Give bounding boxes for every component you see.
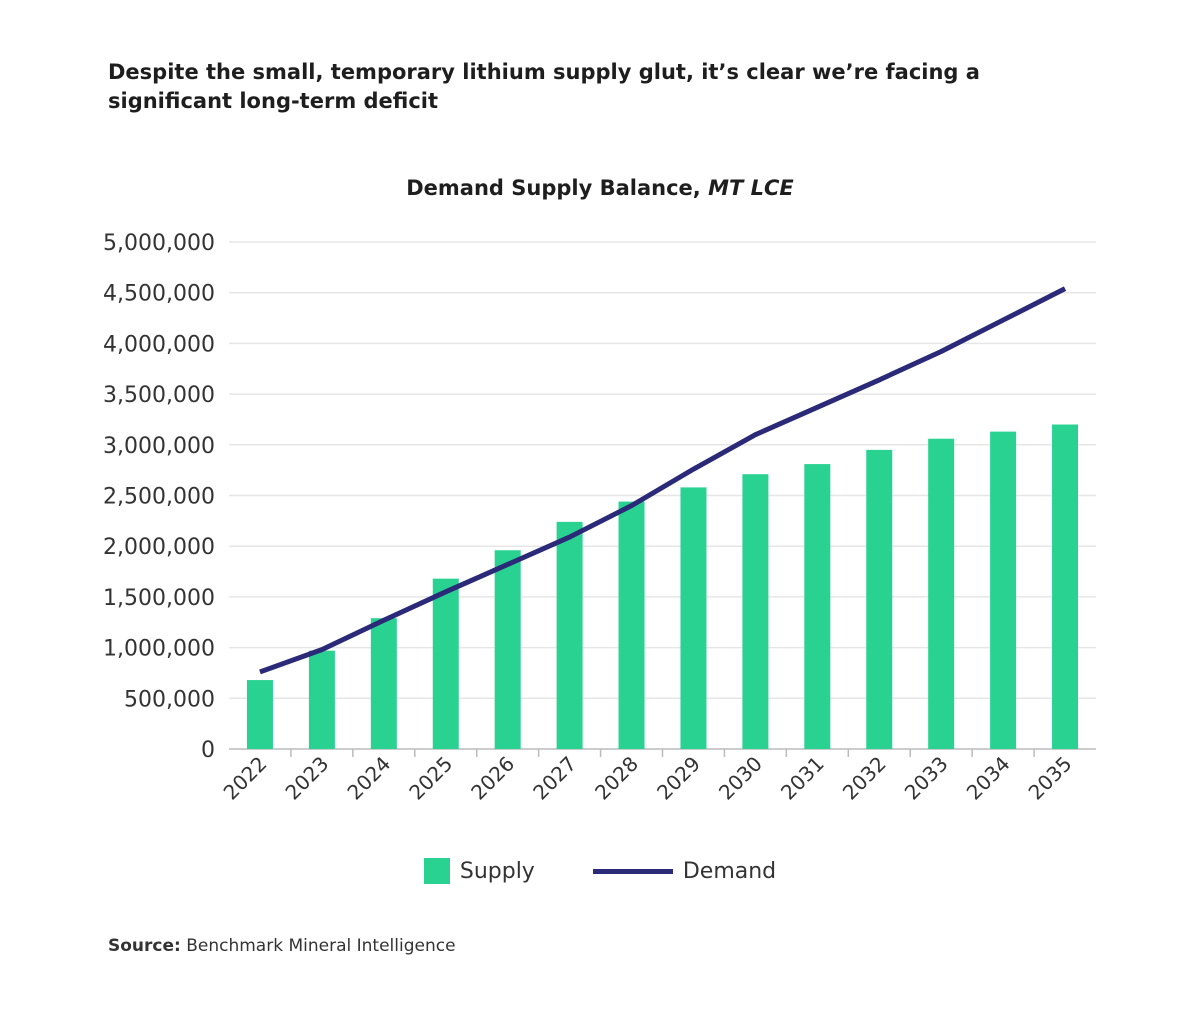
x-tick-label: 2029	[652, 752, 705, 805]
y-tick-label: 1,500,000	[103, 586, 215, 611]
source-label: Source:	[108, 936, 181, 956]
legend: Supply Demand	[0, 858, 1200, 884]
supply-bar	[804, 464, 831, 749]
chart-title: Demand Supply Balance, MT LCE	[0, 176, 1200, 200]
supply-bar	[742, 474, 769, 749]
x-tick-label: 2033	[900, 752, 953, 805]
supply-bar	[494, 550, 521, 749]
legend-item-supply: Supply	[423, 858, 535, 884]
x-tick-label: 2025	[404, 752, 457, 805]
supply-bar	[928, 438, 955, 749]
chart-title-unit: MT LCE	[708, 176, 794, 200]
y-tick-label: 3,500,000	[103, 383, 215, 408]
y-tick-label: 2,000,000	[103, 535, 215, 560]
supply-bar	[1052, 424, 1079, 749]
supply-bar	[618, 501, 645, 749]
source-note: Source: Benchmark Mineral Intelligence	[108, 936, 456, 956]
headline: Despite the small, temporary lithium sup…	[108, 60, 980, 113]
x-tick-label: 2034	[962, 752, 1015, 805]
legend-label-supply: Supply	[459, 858, 535, 884]
demand-swatch	[592, 868, 673, 874]
supply-bar	[246, 680, 273, 749]
x-tick-label: 2028	[590, 752, 643, 805]
supply-bar	[308, 650, 335, 749]
supply-swatch	[423, 858, 450, 884]
y-tick-label: 3,000,000	[103, 434, 215, 459]
x-tick-label: 2027	[528, 752, 581, 805]
chart-title-main: Demand Supply Balance,	[406, 176, 709, 200]
y-tick-label: 4,000,000	[103, 332, 215, 357]
legend-item-demand: Demand	[592, 858, 777, 884]
x-tick-label: 2024	[342, 752, 395, 805]
source-text: Benchmark Mineral Intelligence	[180, 936, 456, 956]
x-tick-label: 2026	[466, 752, 519, 805]
x-tick-label: 2035	[1024, 752, 1077, 805]
x-tick-label: 2030	[714, 752, 767, 805]
legend-label-demand: Demand	[682, 858, 777, 884]
x-tick-label: 2022	[219, 752, 272, 805]
supply-bar	[990, 431, 1017, 749]
supply-bar	[866, 449, 893, 749]
x-tick-label: 2031	[776, 752, 829, 805]
supply-bar	[680, 487, 707, 749]
supply-bar	[432, 578, 459, 749]
x-tick-label: 2032	[838, 752, 891, 805]
demand-line	[259, 286, 1067, 675]
supply-bar	[556, 521, 583, 749]
y-tick-label: 0	[201, 738, 215, 763]
y-tick-label: 2,500,000	[103, 485, 215, 510]
supply-bar	[370, 618, 397, 749]
y-tick-label: 1,000,000	[103, 637, 215, 662]
y-tick-label: 5,000,000	[103, 231, 215, 256]
y-tick-label: 500,000	[124, 687, 215, 712]
y-tick-label: 4,500,000	[103, 282, 215, 307]
x-tick-label: 2023	[280, 752, 333, 805]
